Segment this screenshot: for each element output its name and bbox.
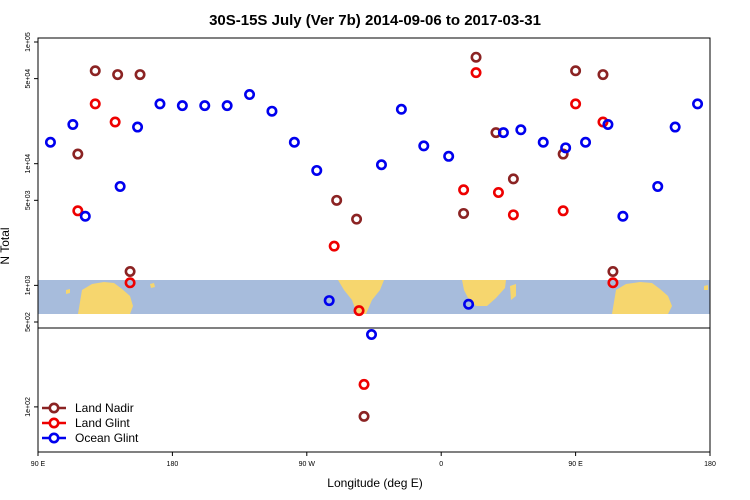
ocean-glint-point [266, 105, 278, 117]
legend-label-ocean-glint: Ocean Glint [75, 431, 139, 445]
lower-panel-frame [37, 327, 711, 453]
y-upper-tick-label: 5e+04 [25, 69, 32, 89]
land-glint-point [492, 186, 504, 198]
ocean-glint-point [288, 136, 300, 148]
ocean-glint-point [463, 298, 475, 310]
ocean-glint-point [617, 210, 629, 222]
x-tick-label: 90 E [568, 461, 583, 468]
ocean-glint-point [67, 118, 79, 130]
land-mass-0 [78, 282, 133, 314]
land-mass-4 [612, 282, 672, 314]
ocean-glint-point [602, 118, 614, 130]
land-nadir-point [458, 207, 470, 219]
land-glint-point [109, 116, 121, 128]
land-nadir-point [134, 69, 146, 81]
ocean-glint-point [44, 136, 56, 148]
y-lower-tick-label: 1e+02 [25, 397, 32, 417]
land-glint-point [458, 184, 470, 196]
ocean-glint-point [443, 150, 455, 162]
ocean-glint-point [580, 136, 592, 148]
ocean-glint-point [199, 100, 211, 112]
y-upper-tick-label: 1e+03 [25, 275, 32, 295]
land-nadir-point [124, 266, 136, 278]
x-tick-label: 180 [167, 461, 179, 468]
x-axis: 90 E 180 90 W 0 90 E 180 [31, 452, 716, 468]
ocean-glint-point [692, 98, 704, 110]
land-mass-5 [66, 289, 70, 294]
ocean-glint-point [669, 121, 681, 133]
x-tick-label: 0 [439, 461, 443, 468]
ocean-glint-point [114, 180, 126, 192]
land-nadir-point [89, 65, 101, 77]
land-nadir-point [112, 69, 124, 81]
legend-label-land-glint: Land Glint [75, 416, 130, 430]
ocean-glint-point [221, 100, 233, 112]
land-glint-point [89, 98, 101, 110]
ocean-glint-point [323, 295, 335, 307]
land-glint-point [72, 205, 84, 217]
y-upper-tick-label: 1e+04 [25, 154, 32, 174]
ocean-glint-point [418, 140, 430, 152]
land-glint-point [470, 67, 482, 79]
land-mass-1 [338, 280, 384, 314]
x-axis-label: Longitude (deg E) [327, 476, 422, 490]
y-axis-label: N Total [0, 227, 12, 264]
world-map-strip [38, 280, 710, 314]
land-nadir-point [470, 51, 482, 63]
land-glint-point [353, 305, 365, 317]
ocean-glint-point [176, 100, 188, 112]
land-nadir-point [72, 148, 84, 160]
ocean-glint-point [395, 103, 407, 115]
ocean-glint-point [560, 142, 572, 154]
land-nadir-point [331, 194, 343, 206]
land-nadir-point [358, 410, 370, 422]
land-nadir-point [597, 69, 609, 81]
ocean-glint-point [515, 124, 527, 136]
legend-marker-ocean-glint [48, 432, 60, 444]
ocean-glint-point [132, 121, 144, 133]
ocean-glint-point [154, 98, 166, 110]
land-glint-point [557, 205, 569, 217]
land-glint-point [358, 378, 370, 390]
ocean-glint-point [311, 164, 323, 176]
land-mass-2 [462, 280, 506, 306]
ocean-glint-point [537, 136, 549, 148]
y-lower-tick-label: 5e+02 [25, 312, 32, 332]
land-glint-point [570, 98, 582, 110]
land-glint-point [507, 209, 519, 221]
ocean-glint-point [375, 159, 387, 171]
y-upper-tick-label: 1e+05 [25, 32, 32, 52]
ocean-glint-point [79, 210, 91, 222]
land-glint-point [124, 277, 136, 289]
y-axis-upper: 1e+03 5e+03 1e+04 5e+04 1e+05 [25, 32, 38, 295]
land-mass-6 [150, 283, 155, 288]
ocean-glint-point [652, 180, 664, 192]
land-nadir-point [607, 266, 619, 278]
land-mass-3 [510, 284, 516, 300]
legend-label-land-nadir: Land Nadir [75, 401, 134, 415]
land-glint-point [328, 240, 340, 252]
land-mass-7 [704, 285, 708, 290]
ocean-glint-point [497, 127, 509, 139]
legend-marker-land-glint [48, 417, 60, 429]
y-upper-tick-label: 5e+03 [25, 190, 32, 210]
y-axis-lower: 1e+02 5e+02 [25, 312, 38, 417]
ocean-glint-point [366, 329, 378, 341]
land-nadir-point [570, 65, 582, 77]
x-tick-label: 90 E [31, 461, 46, 468]
ocean-glint-point [244, 89, 256, 101]
land-nadir-point [351, 213, 363, 225]
chart-title: 30S-15S July (Ver 7b) 2014-09-06 to 2017… [209, 12, 541, 29]
legend-marker-land-nadir [48, 402, 60, 414]
data-points [44, 51, 704, 422]
x-tick-label: 180 [704, 461, 716, 468]
land-glint-point [607, 277, 619, 289]
x-tick-label: 90 W [299, 461, 316, 468]
land-nadir-point [507, 173, 519, 185]
